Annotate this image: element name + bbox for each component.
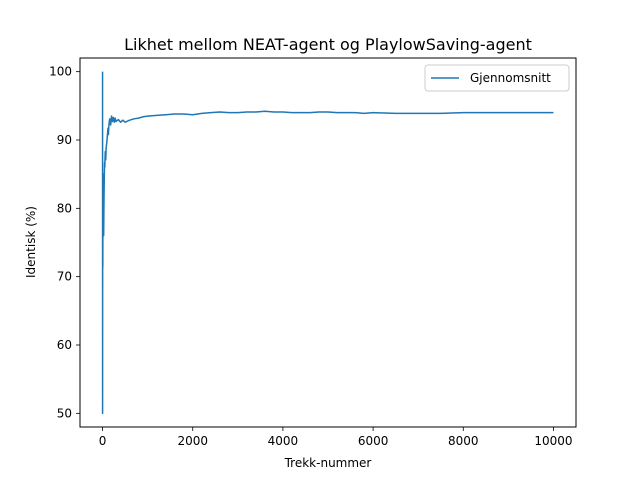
x-tick-label: 2000: [177, 434, 208, 448]
y-tick-label: 60: [57, 338, 72, 352]
legend-label: Gjennomsnitt: [470, 71, 551, 85]
x-tick-label: 4000: [268, 434, 299, 448]
series-line-0: [101, 71, 554, 415]
data-lines: [101, 71, 554, 415]
x-axis-label: Trekk-nummer: [284, 456, 372, 470]
legend: Gjennomsnitt: [424, 64, 570, 92]
y-tick-label: 50: [57, 406, 72, 420]
y-tick-label: 70: [57, 270, 72, 284]
x-tick-label: 0: [99, 434, 107, 448]
y-tick-label: 90: [57, 133, 72, 147]
x-tick-label: 8000: [448, 434, 479, 448]
plot-frame: [79, 57, 577, 428]
x-tick-label: 10000: [534, 434, 572, 448]
chart-title: Likhet mellom NEAT-agent og PlaylowSavin…: [124, 35, 532, 54]
y-tick-label: 100: [49, 65, 72, 79]
y-tick-label: 80: [57, 201, 72, 215]
y-axis-label: Identisk (%): [24, 206, 38, 278]
x-tick-label: 6000: [358, 434, 389, 448]
legend-box: [424, 64, 570, 92]
plot-area: [80, 58, 576, 427]
axis-ticks: 0 2000 4000 6000 8000 10000 50 60 70 80 90 100: [49, 65, 572, 448]
